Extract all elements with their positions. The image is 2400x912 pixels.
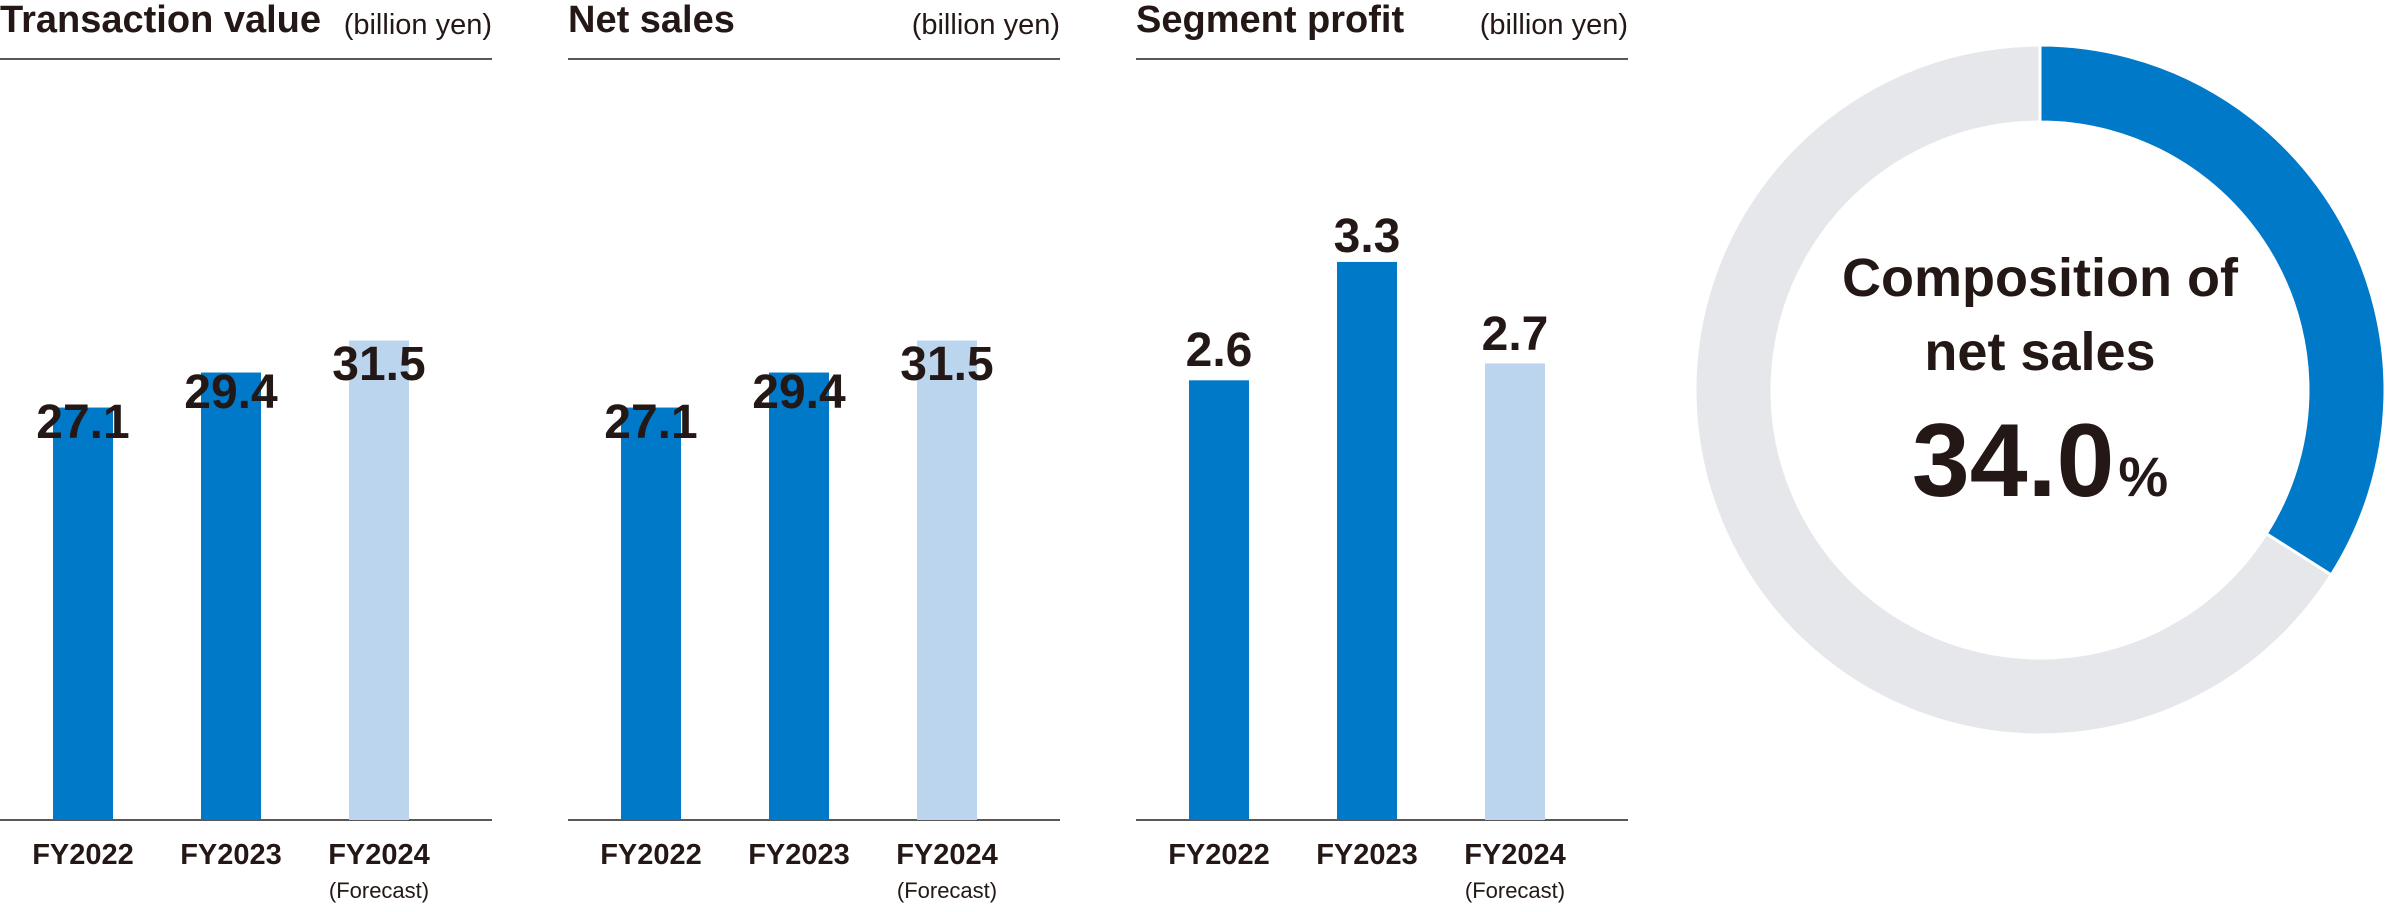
bar-fy2024 (917, 340, 977, 820)
x-tick-sublabel: (Forecast) (329, 878, 429, 903)
x-tick-sublabel: (Forecast) (897, 878, 997, 903)
panel-transaction-value: Transaction value (billion yen) 27.1 29.… (0, 0, 492, 903)
bar-fy2023 (769, 372, 829, 820)
donut-value-unit: % (2118, 445, 2168, 508)
unit-label: (billion yen) (912, 9, 1060, 41)
unit-label: (billion yen) (1480, 9, 1628, 41)
value-label: 2.7 (1482, 308, 1549, 361)
bar-fy2023 (201, 372, 261, 820)
value-label: 29.4 (184, 366, 278, 419)
bar-fy2022 (53, 407, 113, 820)
value-label: 2.6 (1186, 324, 1253, 377)
x-tick-sublabel: (Forecast) (1465, 878, 1565, 903)
chart-title: Segment profit (1136, 0, 1404, 41)
value-label: 29.4 (752, 366, 846, 419)
value-label: 27.1 (36, 396, 129, 449)
x-tick-label: FY2023 (180, 839, 282, 871)
donut-remainder-slice (1693, 43, 2334, 737)
donut-title-line: Composition of (1842, 248, 2239, 308)
x-tick-label: FY2023 (748, 839, 850, 871)
x-tick-label: FY2022 (32, 839, 134, 871)
panel-segment-profit: Segment profit (billion yen) 2.6 3.3 2.7… (1136, 0, 1628, 903)
unit-label: (billion yen) (344, 9, 492, 41)
panel-net-sales: Net sales (billion yen) 27.1 29.4 31.5 F… (568, 0, 1060, 903)
donut-title-line: net sales (1924, 322, 2155, 382)
donut-value: 34.0% (1912, 403, 2168, 519)
x-tick-label: FY2024 (1464, 839, 1566, 871)
value-label: 31.5 (332, 338, 425, 391)
chart-title: Transaction value (0, 0, 321, 41)
x-tick-label: FY2023 (1316, 839, 1418, 871)
donut-value-number: 34.0 (1912, 403, 2114, 519)
bar-fy2023 (1337, 261, 1397, 820)
donut-share-slice (2038, 43, 2387, 577)
value-label: 3.3 (1334, 210, 1401, 263)
bar-fy2022 (621, 407, 681, 820)
donut-composition: Composition of net sales 34.0% (1693, 43, 2387, 737)
bar-fy2022 (1189, 380, 1249, 820)
bar-fy2024 (1485, 363, 1545, 820)
bar-fy2024 (349, 340, 409, 820)
x-tick-label: FY2024 (328, 839, 430, 871)
x-tick-label: FY2024 (896, 839, 998, 871)
x-tick-label: FY2022 (600, 839, 702, 871)
value-label: 27.1 (604, 396, 697, 449)
value-label: 31.5 (900, 338, 993, 391)
chart-title: Net sales (568, 0, 735, 41)
x-tick-label: FY2022 (1168, 839, 1270, 871)
